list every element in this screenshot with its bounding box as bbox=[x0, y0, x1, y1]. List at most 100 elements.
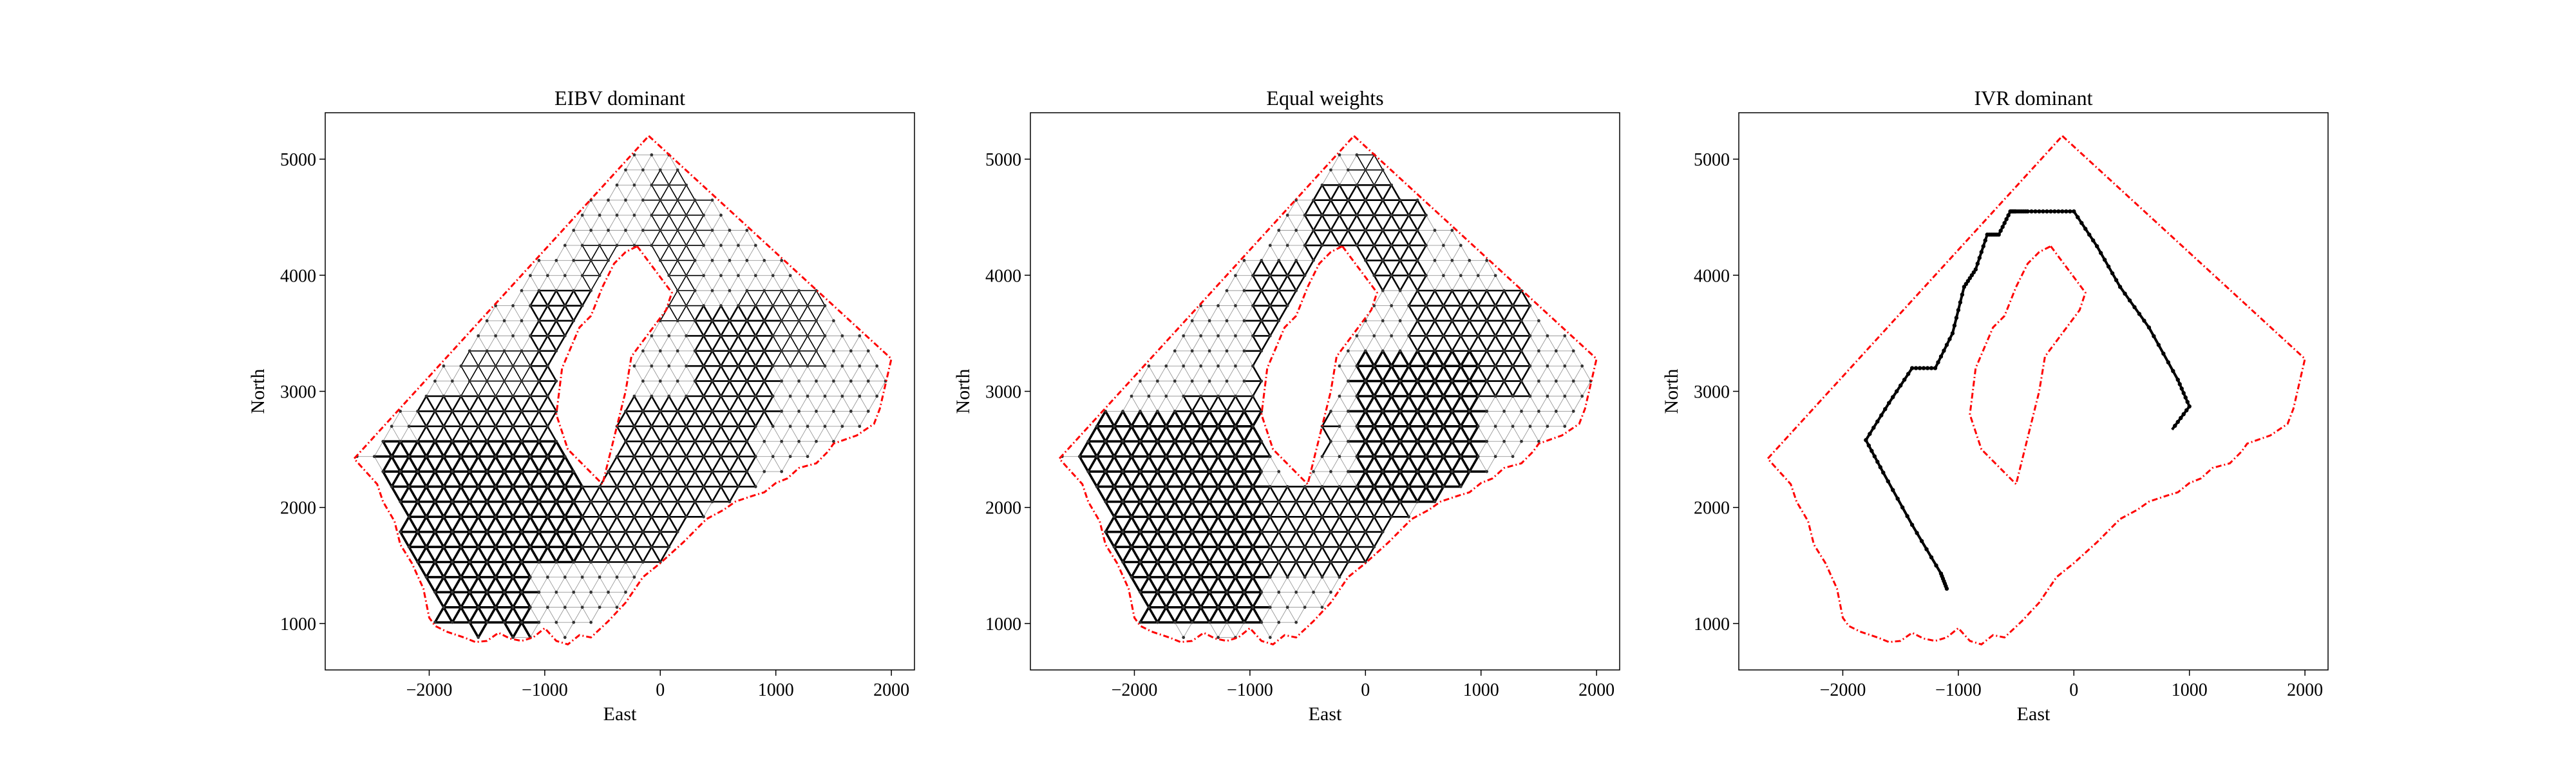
path-segment bbox=[1373, 260, 1384, 276]
path-waypoint bbox=[1425, 213, 1428, 217]
path-waypoint bbox=[2094, 244, 2099, 249]
path-segment bbox=[728, 471, 739, 488]
path-segment bbox=[1426, 215, 1435, 231]
path-segment bbox=[598, 531, 609, 548]
path-segment bbox=[1364, 455, 1376, 472]
path-segment bbox=[1451, 365, 1462, 382]
path-waypoint bbox=[1398, 410, 1402, 413]
path-segment bbox=[711, 486, 722, 502]
path-segment bbox=[1269, 561, 1280, 578]
path-segment bbox=[1252, 305, 1262, 321]
path-segment bbox=[1530, 350, 1539, 367]
path-waypoint bbox=[840, 425, 844, 428]
path-segment bbox=[547, 275, 557, 291]
path-segment bbox=[1269, 456, 1280, 472]
path-waypoint bbox=[1450, 379, 1454, 383]
path-waypoint bbox=[537, 500, 541, 504]
path-waypoint bbox=[1199, 394, 1203, 398]
path-segment bbox=[538, 275, 548, 291]
path-segment bbox=[1477, 456, 1488, 472]
path-waypoint bbox=[1285, 274, 1289, 278]
path-waypoint bbox=[1294, 289, 1298, 292]
path-segment bbox=[1295, 561, 1306, 578]
path-segment bbox=[642, 155, 652, 171]
path-waypoint bbox=[1217, 334, 1220, 338]
path-segment bbox=[1217, 531, 1228, 548]
path-waypoint bbox=[1320, 545, 1324, 549]
path-waypoint bbox=[1268, 455, 1272, 459]
path-waypoint bbox=[1164, 455, 1168, 459]
path-waypoint bbox=[1155, 620, 1159, 624]
path-waypoint bbox=[1260, 349, 1264, 353]
path-waypoint bbox=[1346, 410, 1350, 413]
path-waypoint bbox=[1390, 213, 1394, 217]
path-segment bbox=[1408, 260, 1419, 276]
path-waypoint bbox=[442, 425, 446, 428]
path-segment bbox=[668, 531, 679, 548]
path-segment bbox=[408, 426, 418, 442]
path-segment bbox=[1425, 471, 1436, 488]
path-segment bbox=[1391, 305, 1401, 321]
path-segment bbox=[668, 365, 678, 381]
path-segment bbox=[1530, 381, 1539, 397]
path-segment bbox=[659, 184, 670, 201]
path-segment bbox=[677, 350, 687, 367]
path-segment bbox=[529, 410, 540, 427]
path-segment bbox=[1451, 396, 1462, 412]
path-waypoint bbox=[667, 334, 671, 338]
path-segment bbox=[538, 320, 549, 337]
path-segment bbox=[451, 365, 462, 381]
path-waypoint bbox=[676, 229, 679, 232]
path-segment bbox=[859, 381, 869, 397]
path-segment bbox=[1165, 531, 1176, 548]
path-waypoint bbox=[1217, 394, 1220, 398]
path-segment bbox=[634, 200, 643, 216]
path-waypoint bbox=[1155, 470, 1159, 473]
path-segment bbox=[781, 441, 791, 457]
path-segment bbox=[511, 546, 523, 563]
path-segment bbox=[833, 320, 843, 336]
path-waypoint bbox=[1164, 364, 1168, 368]
path-waypoint bbox=[1303, 274, 1307, 278]
path-waypoint bbox=[1225, 590, 1229, 594]
path-segment bbox=[815, 335, 826, 352]
path-segment bbox=[1191, 396, 1202, 412]
path-waypoint bbox=[459, 455, 463, 459]
path-waypoint bbox=[624, 439, 627, 443]
path-segment bbox=[520, 516, 532, 533]
path-segment bbox=[511, 606, 523, 624]
path-waypoint bbox=[1390, 274, 1394, 278]
path-waypoint bbox=[1441, 304, 1445, 307]
path-waypoint bbox=[529, 274, 532, 278]
path-segment bbox=[1434, 486, 1444, 502]
path-waypoint bbox=[1173, 530, 1177, 534]
path-waypoint bbox=[1182, 364, 1186, 368]
path-waypoint bbox=[1450, 258, 1454, 262]
path-waypoint bbox=[1208, 530, 1211, 534]
path-segment bbox=[1252, 365, 1262, 382]
path-waypoint bbox=[1294, 229, 1298, 232]
path-waypoint bbox=[450, 470, 454, 473]
path-waypoint bbox=[1173, 560, 1177, 564]
path-segment bbox=[1443, 320, 1453, 337]
path-waypoint bbox=[442, 364, 446, 368]
path-waypoint bbox=[450, 500, 454, 504]
path-segment bbox=[1504, 396, 1513, 412]
path-segment bbox=[1460, 275, 1470, 291]
path-segment bbox=[746, 290, 757, 306]
path-waypoint bbox=[641, 379, 645, 383]
path-waypoint bbox=[1242, 410, 1246, 413]
path-segment bbox=[1208, 561, 1220, 578]
path-segment bbox=[1157, 396, 1167, 412]
path-waypoint bbox=[1407, 334, 1410, 338]
path-segment bbox=[1295, 546, 1306, 563]
path-segment bbox=[1373, 455, 1384, 472]
path-waypoint bbox=[693, 229, 697, 232]
path-segment bbox=[694, 215, 705, 231]
path-segment bbox=[1303, 215, 1314, 231]
path-segment bbox=[1512, 411, 1522, 427]
path-segment bbox=[512, 426, 523, 442]
path-waypoint bbox=[702, 394, 705, 398]
path-waypoint bbox=[1511, 394, 1515, 398]
path-waypoint bbox=[1398, 198, 1402, 202]
